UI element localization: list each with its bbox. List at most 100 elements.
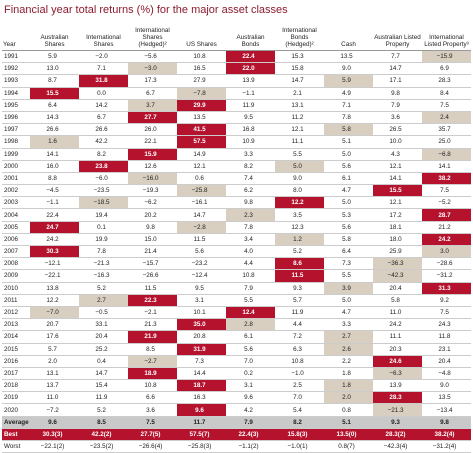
value-cell: 3.3	[324, 318, 373, 332]
value-cell: 4.0	[226, 245, 275, 259]
summary-label: Worst	[2, 440, 30, 453]
value-cell: 19.4	[79, 208, 128, 222]
year-row: 2004 22.4 19.4 20.2 14.7 2.3 3.5 5.3 17.2 28.7	[2, 208, 471, 222]
year-row: 1994 15.5 0.0 6.7 −7.8 −1.1 2.1 4.9 9.8 8.4	[2, 87, 471, 100]
year-cell: 2018	[2, 379, 30, 393]
value-cell: 11.9	[226, 99, 275, 112]
value-cell: 14.7	[373, 62, 422, 76]
value-cell: 1.8	[324, 379, 373, 393]
year-row: 2014 17.6 20.4 21.9 20.8 6.1 7.2 2.7 11.1 11.8	[2, 330, 471, 344]
value-cell: 13.1	[275, 99, 324, 112]
value-cell: 3.0	[422, 245, 471, 259]
value-cell: 8.6	[275, 257, 324, 271]
value-cell: 5.0	[275, 160, 324, 173]
value-cell: 26.5	[373, 123, 422, 137]
year-cell: 2010	[2, 282, 30, 295]
value-cell: 0.8	[324, 403, 373, 417]
value-cell: 6.3	[275, 343, 324, 356]
value-cell: 14.2	[79, 99, 128, 112]
value-cell: 10.0	[373, 135, 422, 149]
year-cell: 1995	[2, 99, 30, 112]
value-cell: 15.5	[30, 87, 79, 100]
column-header: International Bonds (Hedged)²	[275, 20, 324, 51]
value-cell: 24.3	[422, 318, 471, 332]
value-cell: 38.2	[422, 172, 471, 186]
summary-cell: 5.1	[324, 416, 373, 429]
year-cell: 2008	[2, 257, 30, 271]
value-cell: 7.8	[226, 221, 275, 234]
value-cell: 10.8	[275, 355, 324, 368]
value-cell: 11.9	[275, 306, 324, 320]
value-cell: −15.9	[422, 50, 471, 64]
value-cell: 2.4	[422, 111, 471, 125]
value-cell: 9.8	[373, 87, 422, 100]
value-cell: 12.6	[128, 160, 177, 173]
value-cell: 11.2	[275, 111, 324, 125]
year-cell: 1993	[2, 74, 30, 88]
value-cell: 14.1	[422, 160, 471, 173]
value-cell: 11.5	[128, 282, 177, 295]
value-cell: 12.2	[275, 196, 324, 210]
summary-cell: 38.2(4)	[422, 428, 471, 442]
summary-cell: 15.8(3)	[275, 428, 324, 442]
year-row: 2005 24.7 0.1 9.8 −2.8 7.8 12.3 5.6 18.1 21.2	[2, 221, 471, 234]
summary-cell: 7.9	[226, 416, 275, 429]
value-cell: 13.5	[177, 111, 226, 125]
value-cell: −4.8	[422, 367, 471, 381]
value-cell: 4.7	[324, 184, 373, 198]
year-cell: 2019	[2, 391, 30, 405]
year-cell: 1996	[2, 111, 30, 125]
value-cell: 15.0	[128, 233, 177, 247]
value-cell: −1.1	[226, 87, 275, 100]
value-cell: 22.0	[226, 62, 275, 76]
value-cell: 5.0	[324, 196, 373, 210]
value-cell: 5.8	[324, 123, 373, 137]
year-row: 2002 −4.5 −23.5 −19.3 −25.8 6.2 8.0 4.7 15.5 7.5	[2, 184, 471, 198]
column-header: Year	[2, 20, 30, 51]
summary-row: Worst −22.1(2) −23.5(2) −26.6(4) −25.8(3) −1.…	[2, 440, 471, 453]
value-cell: 31.9	[177, 343, 226, 356]
returns-table: Year Australian Shares International Share…	[2, 20, 471, 453]
value-cell: 5.2	[79, 403, 128, 417]
value-cell: 5.5	[324, 269, 373, 283]
value-cell: 27.7	[128, 111, 177, 125]
value-cell: 7.4	[226, 172, 275, 186]
summary-cell: 9.8	[422, 416, 471, 429]
value-cell: 21.3	[128, 318, 177, 332]
value-cell: −0.5	[79, 306, 128, 320]
value-cell: −23.2	[177, 257, 226, 271]
value-cell: 23.1	[422, 343, 471, 356]
value-cell: 5.8	[324, 233, 373, 247]
value-cell: 6.7	[128, 87, 177, 100]
value-cell: −1.0	[275, 367, 324, 381]
value-cell: 16.8	[226, 123, 275, 137]
value-cell: 9.5	[226, 111, 275, 125]
year-cell: 1994	[2, 87, 30, 100]
year-row: 2013 20.7 33.1 21.3 35.0 2.8 4.4 3.3 24.2 24.3	[2, 318, 471, 332]
value-cell: 9.2	[422, 294, 471, 307]
value-cell: 26.6	[30, 123, 79, 137]
year-cell: 2013	[2, 318, 30, 332]
year-row: 1998 1.6 42.2 22.1 57.5 10.9 11.1 5.1 10.0 25.0	[2, 135, 471, 149]
table-body: 1991 5.9 −2.0 −5.6 10.8 22.4 15.3 13.5 7.7 −15.9 1…	[2, 50, 471, 453]
value-cell: −5.2	[422, 196, 471, 210]
year-row: 2008 −12.1 −21.3 −15.7 −23.2 4.4 8.6 7.3 −36.3 −2…	[2, 257, 471, 271]
summary-cell: 9.6	[30, 416, 79, 429]
value-cell: 4.9	[324, 87, 373, 100]
summary-label: Best	[2, 428, 30, 442]
value-cell: 7.8	[79, 245, 128, 259]
value-cell: −15.7	[128, 257, 177, 271]
value-cell: 9.8	[128, 221, 177, 234]
value-cell: 9.0	[422, 379, 471, 393]
value-cell: −4.5	[30, 184, 79, 198]
summary-cell: 7.5	[128, 416, 177, 429]
value-cell: 17.3	[128, 74, 177, 88]
value-cell: −21.3	[373, 403, 422, 417]
value-cell: 3.5	[275, 208, 324, 222]
value-cell: 9.0	[275, 172, 324, 186]
column-header: International Listed Property³	[422, 20, 471, 51]
value-cell: 2.3	[226, 208, 275, 222]
value-cell: 24.2	[373, 318, 422, 332]
year-cell: 2007	[2, 245, 30, 259]
value-cell: 12.1	[177, 160, 226, 173]
